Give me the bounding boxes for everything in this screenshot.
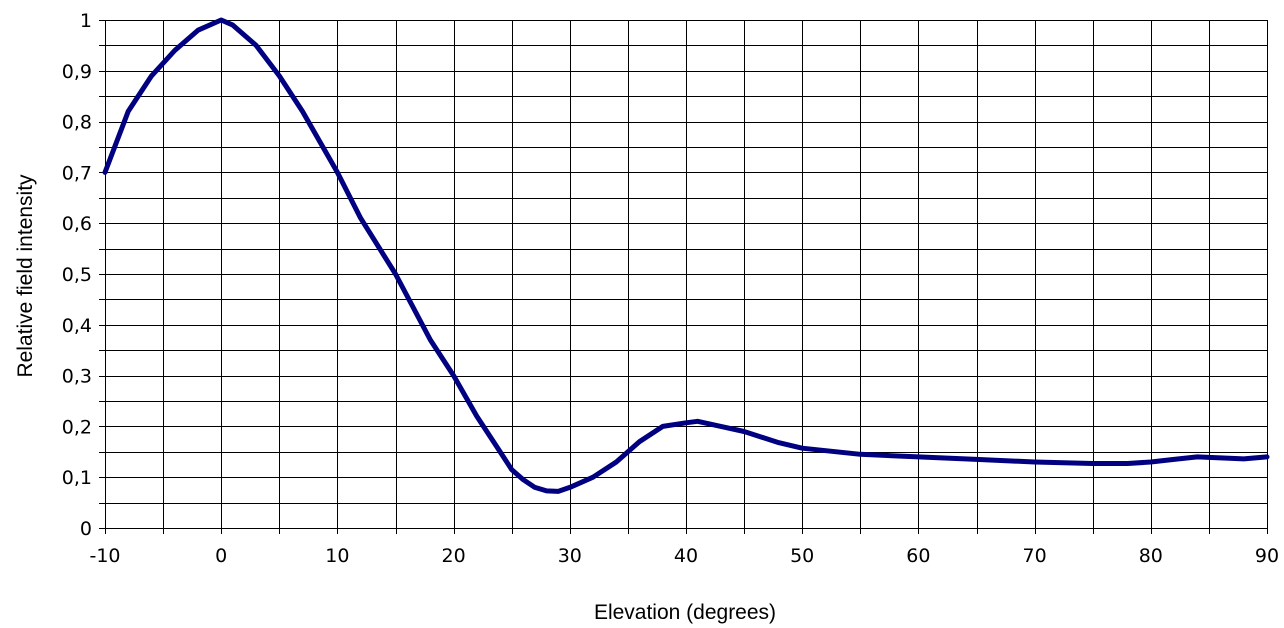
series-line: [102, 17, 1270, 494]
y-tick-label: 0,1: [62, 467, 92, 489]
x-tick-label: 0: [215, 545, 227, 567]
y-tick-label: 0,4: [62, 315, 92, 337]
x-tick-label: 70: [1023, 545, 1047, 567]
x-tick-label: 40: [674, 545, 698, 567]
y-tick-label: 0,3: [62, 366, 92, 388]
x-tick-label: -10: [89, 545, 120, 567]
y-tick-label: 0,2: [62, 416, 92, 438]
x-tick-label: 30: [558, 545, 582, 567]
y-axis-title: Relative field intensity: [14, 174, 37, 378]
y-tick-label: 1: [80, 10, 92, 32]
x-tick-label: 90: [1255, 545, 1279, 567]
x-tick-label: 60: [906, 545, 930, 567]
y-tick-labels: 0 0,1 0,2 0,3 0,4 0,5 0,6 0,7 0,8 0,9 1: [62, 10, 92, 540]
grid: [105, 20, 1268, 529]
y-tick-label: 0,8: [62, 112, 92, 134]
axes: [99, 19, 1269, 534]
x-axis-title: Elevation (degrees): [594, 601, 776, 624]
y-tick-label: 0,5: [62, 264, 92, 286]
y-tick-label: 0,7: [62, 162, 92, 184]
y-tick-label: 0,9: [62, 61, 92, 83]
x-tick-label: 10: [325, 545, 349, 567]
x-tick-label: 20: [442, 545, 466, 567]
x-tick-label: 80: [1139, 545, 1163, 567]
series-group: [102, 17, 1270, 494]
x-tick-label: 50: [790, 545, 814, 567]
y-tick-label: 0,6: [62, 213, 92, 235]
y-tick-label: 0: [80, 518, 92, 540]
x-tick-labels: -10 0 10 20 30 40 50 60 70 80 90: [89, 545, 1279, 567]
